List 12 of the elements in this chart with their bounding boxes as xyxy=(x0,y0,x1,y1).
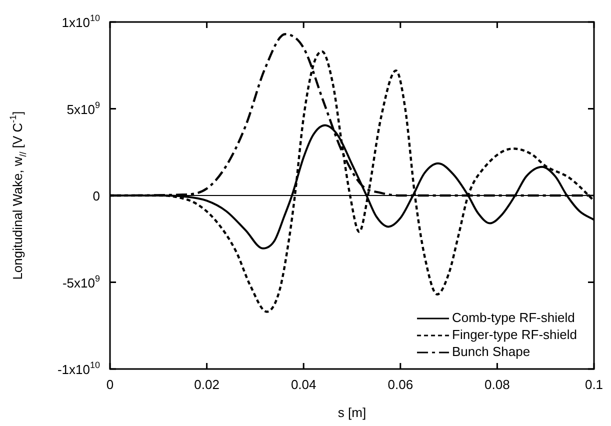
y-tick-label: 0 xyxy=(92,188,100,204)
legend-label: Comb-type RF-shield xyxy=(452,310,575,326)
x-tick-label: 0.06 xyxy=(388,377,414,392)
legend-label: Finger-type RF-shield xyxy=(452,327,578,342)
x-axis-title: s [m] xyxy=(338,405,366,420)
x-tick-label: 0 xyxy=(106,377,114,392)
x-tick-label: 0.08 xyxy=(484,377,510,392)
y-axis-title: Longitudinal Wake, w// [V C-1] xyxy=(8,111,28,280)
x-tick-label: 0.04 xyxy=(290,377,316,392)
x-tick-label: 0.02 xyxy=(194,377,220,392)
legend-label: Bunch Shape xyxy=(452,344,530,360)
x-tick-label: 0.1 xyxy=(584,377,604,392)
